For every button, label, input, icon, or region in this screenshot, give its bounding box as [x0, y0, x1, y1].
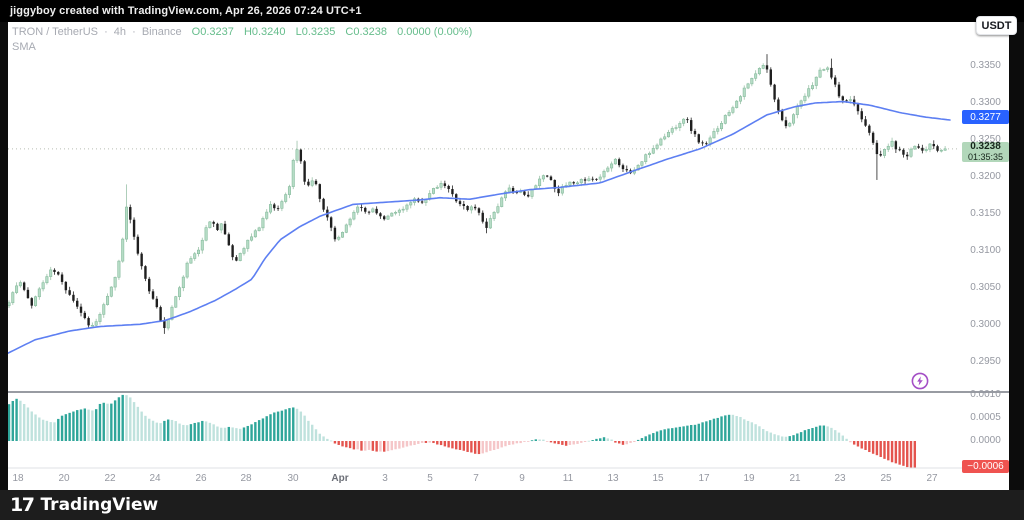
- time-tick-label: 13: [607, 473, 619, 484]
- ohlc-low: L0.3235: [295, 26, 336, 38]
- ohlc-change: 0.0000 (0.00%): [397, 26, 473, 38]
- indicator-legend-row[interactable]: SMA: [12, 40, 472, 54]
- attribution-bar: jiggyboy created with TradingView.com, A…: [0, 0, 1024, 22]
- time-tick-label: 28: [240, 473, 252, 484]
- price-tick-label: 0.3200: [970, 171, 1001, 182]
- indicator-tick-label: 0.0005: [970, 412, 1001, 423]
- time-tick-label: 22: [104, 473, 116, 484]
- pane-dividers: [8, 391, 1009, 469]
- sma-line: [8, 100, 951, 354]
- price-tick-label: 0.3250: [970, 134, 1001, 145]
- time-tick-label: 25: [880, 473, 892, 484]
- time-tick-label: 21: [789, 473, 801, 484]
- time-tick-label: 24: [149, 473, 161, 484]
- price-tick-label: 0.3150: [970, 208, 1001, 219]
- time-tick-label: 3: [382, 473, 388, 484]
- flash-boost-icon[interactable]: [910, 371, 930, 391]
- last-price-label: 0.3238 01:35:35: [962, 142, 1009, 162]
- price-tick-label: 0.3100: [970, 245, 1001, 256]
- time-tick-label: 30: [287, 473, 299, 484]
- legend-dot: ·: [104, 26, 108, 38]
- indicator-tick-label: 0.0010: [970, 389, 1001, 400]
- time-tick-label: 23: [834, 473, 846, 484]
- chart-legend: TRON / TetherUS · 4h · Binance O0.3237 H…: [12, 25, 472, 54]
- interval-label: 4h: [113, 26, 127, 38]
- time-tick-label: 26: [195, 473, 207, 484]
- time-tick-label: 5: [427, 473, 433, 484]
- time-tick-label: 7: [473, 473, 479, 484]
- time-tick-label: 27: [926, 473, 938, 484]
- sma-price-label: 0.3277: [962, 110, 1009, 124]
- symbol-legend-row[interactable]: TRON / TetherUS · 4h · Binance O0.3237 H…: [12, 25, 472, 39]
- time-tick-label: 15: [652, 473, 664, 484]
- price-tick-label: 0.3300: [970, 97, 1001, 108]
- exchange-label: Binance: [141, 26, 182, 38]
- price-tick-label: 0.3350: [970, 60, 1001, 71]
- ohlc-high: H0.3240: [243, 26, 286, 38]
- time-tick-label: 11: [562, 473, 574, 484]
- time-tick-label: Apr: [331, 473, 349, 484]
- tradingview-brand-text[interactable]: TradingView: [40, 495, 159, 515]
- indicator-name: SMA: [12, 41, 36, 53]
- macd-histogram-layer: [8, 394, 917, 468]
- price-tick-label: 0.3050: [970, 282, 1001, 293]
- symbol-name: TRON / TetherUS: [12, 26, 98, 38]
- time-tick-label: 19: [743, 473, 755, 484]
- ohlc-open: O0.3237: [191, 26, 234, 38]
- bar-countdown: 01:35:35: [967, 152, 1004, 162]
- last-price-value: 0.3238: [970, 141, 1001, 152]
- time-tick-label: 18: [12, 473, 24, 484]
- currency-toggle-button[interactable]: USDT: [976, 16, 1017, 35]
- tradingview-logo-icon[interactable]: 17: [10, 494, 35, 516]
- indicator-tick-label: 0.0000: [970, 435, 1001, 446]
- time-tick-label: 9: [519, 473, 525, 484]
- time-tick-label: 17: [698, 473, 710, 484]
- time-tick-label: 20: [58, 473, 70, 484]
- candles-layer: [8, 54, 947, 334]
- footer-bar: 17 TradingView: [0, 490, 1024, 520]
- indicator-low-label: −0.0006: [962, 460, 1009, 473]
- attribution-text: jiggyboy created with TradingView.com, A…: [10, 5, 362, 17]
- price-tick-label: 0.3000: [970, 319, 1001, 330]
- ohlc-close: C0.3238: [345, 26, 388, 38]
- price-tick-label: 0.2950: [970, 356, 1001, 367]
- legend-dot: ·: [132, 26, 136, 38]
